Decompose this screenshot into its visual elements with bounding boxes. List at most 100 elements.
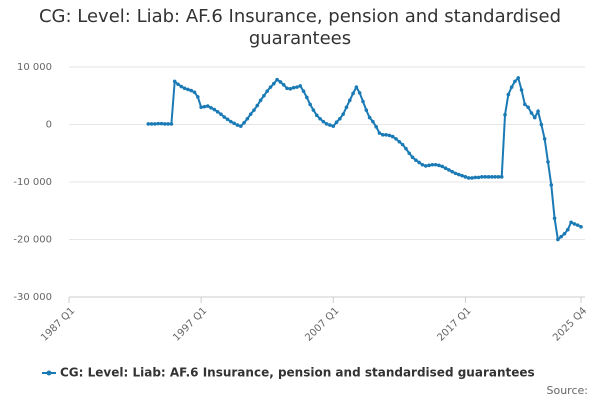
data-point <box>387 133 392 138</box>
data-point <box>162 122 167 126</box>
data-point <box>427 163 431 168</box>
data-point <box>367 115 372 120</box>
data-point <box>186 87 190 92</box>
data-point <box>305 95 309 100</box>
data-point <box>347 98 352 103</box>
data-point <box>149 122 154 126</box>
data-point <box>311 108 316 112</box>
data-point <box>245 116 250 121</box>
data-point <box>473 175 478 180</box>
data-point <box>351 91 355 96</box>
data-point <box>252 108 256 112</box>
data-point <box>361 99 365 104</box>
data-point <box>417 160 421 165</box>
data-point <box>529 111 534 115</box>
data-point <box>466 176 471 180</box>
data-point <box>153 122 157 126</box>
data-point <box>212 107 217 112</box>
x-tick-label: 2007 Q1 <box>303 305 341 343</box>
data-point <box>255 103 260 108</box>
data-point <box>414 158 418 162</box>
data-point <box>493 175 497 179</box>
data-point <box>248 112 253 116</box>
data-point <box>559 234 563 239</box>
data-point <box>364 108 369 112</box>
data-point <box>400 142 405 147</box>
data-point <box>423 164 428 168</box>
data-point <box>490 175 494 179</box>
data-point <box>519 88 524 92</box>
data-point <box>156 121 160 126</box>
data-point <box>192 90 197 95</box>
y-tick-label: -20 000 <box>13 235 52 246</box>
data-point <box>552 216 557 221</box>
legend-marker <box>46 370 52 376</box>
y-tick-label: -10 000 <box>13 177 52 188</box>
data-point <box>318 116 322 121</box>
data-point <box>229 119 233 124</box>
data-point <box>476 175 481 180</box>
data-point <box>381 133 385 137</box>
data-point <box>176 82 180 87</box>
data-point <box>562 231 567 236</box>
data-point <box>532 115 537 120</box>
data-point <box>443 166 448 170</box>
data-point <box>404 146 408 151</box>
data-point <box>390 134 395 139</box>
data-point <box>199 105 203 110</box>
data-point <box>159 121 164 126</box>
data-point <box>179 84 184 89</box>
data-point <box>499 175 504 179</box>
data-point <box>483 175 488 179</box>
data-point <box>575 223 580 227</box>
data-point <box>420 162 425 167</box>
data-point <box>539 122 544 127</box>
data-point <box>166 122 170 126</box>
data-point <box>357 91 362 95</box>
data-point <box>450 169 454 174</box>
data-point <box>486 175 491 179</box>
data-point <box>516 76 521 80</box>
data-point <box>338 116 342 121</box>
data-point <box>295 85 299 89</box>
data-point <box>301 89 306 93</box>
data-point <box>272 81 276 86</box>
source-label: Source: <box>547 384 589 397</box>
data-point <box>182 86 187 91</box>
data-point <box>433 162 438 167</box>
data-point <box>242 120 246 125</box>
data-point <box>430 162 435 167</box>
data-point <box>268 85 273 89</box>
data-point <box>565 227 570 232</box>
data-point <box>321 119 326 124</box>
data-point <box>456 172 461 177</box>
data-point <box>275 77 279 82</box>
y-tick-label: 10 000 <box>17 62 52 73</box>
data-point <box>509 85 514 89</box>
data-point <box>308 102 312 107</box>
data-point <box>536 109 540 114</box>
data-point <box>503 112 507 117</box>
data-point <box>334 120 339 124</box>
data-point <box>440 164 445 169</box>
data-point <box>331 124 336 129</box>
y-tick-label: -30 000 <box>13 292 52 303</box>
data-point <box>262 93 266 98</box>
data-point <box>549 183 554 187</box>
x-tick-label: 1987 Q1 <box>39 305 77 343</box>
data-point <box>291 85 296 90</box>
data-point <box>377 131 382 135</box>
chart-title: CG: Level: Liab: AF.6 Insurance, pension… <box>38 6 562 49</box>
data-point <box>513 79 517 84</box>
data-point <box>281 83 286 87</box>
data-point <box>172 79 177 84</box>
data-point <box>238 124 243 129</box>
data-point <box>169 122 174 126</box>
data-point <box>222 115 227 119</box>
data-point <box>542 137 547 141</box>
data-point <box>460 173 464 178</box>
data-point <box>447 168 451 172</box>
data-point <box>219 112 223 116</box>
